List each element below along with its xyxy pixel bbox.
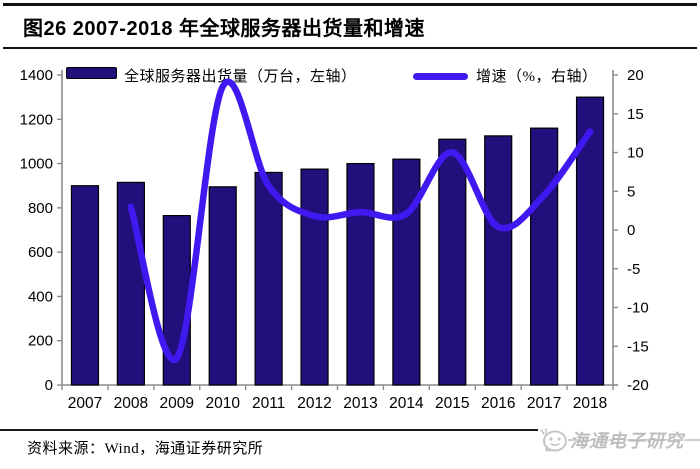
y-axis-left-tick-label: 600: [28, 244, 53, 261]
bar-2014: [392, 158, 421, 386]
y-axis-right-tick-label: -10: [627, 300, 649, 317]
legend-bar-swatch: [66, 67, 117, 79]
title-separator-rule: [3, 47, 697, 49]
bar-2007: [70, 185, 100, 386]
x-axis-category-label: 2012: [297, 395, 331, 412]
y-axis-right-tick-label: 20: [627, 67, 644, 84]
x-axis-category-label: 2013: [343, 395, 377, 412]
growth-rate-line: [127, 78, 594, 364]
bar-2015: [438, 138, 467, 386]
x-axis-category-label: 2017: [527, 395, 561, 412]
x-axis-category-label: 2018: [573, 395, 607, 412]
bar-2013: [346, 162, 375, 386]
y-axis-left-tick-label: 200: [28, 333, 53, 350]
legend-bar-label: 全球服务器出货量（万台，左轴）: [124, 69, 357, 85]
y-axis-right-tick-label: -15: [627, 338, 649, 355]
watermark-text: 海通电子研究: [570, 431, 684, 451]
bar-2017: [530, 127, 559, 386]
y-axis-left-tick-label: 0: [45, 377, 53, 394]
x-axis-category-label: 2011: [252, 395, 285, 412]
source-note: 资料来源：Wind，海通证券研究所: [27, 441, 264, 457]
x-axis-category-label: 2015: [435, 395, 469, 412]
x-axis-category-label: 2014: [389, 395, 424, 412]
top-border-rule: [3, 3, 697, 6]
x-axis-category-label: 2007: [68, 395, 102, 412]
x-axis-category-label: 2009: [160, 395, 194, 412]
y-axis-left-tick-label: 400: [28, 288, 53, 305]
bar-2016: [484, 135, 513, 386]
bar-2011: [254, 171, 283, 386]
bar-2010: [208, 186, 237, 386]
x-axis-category-label: 2016: [481, 395, 515, 412]
y-axis-right-tick-label: 0: [627, 222, 635, 239]
watermark: 海通电子研究: [538, 423, 700, 457]
y-axis-left-tick-label: 1000: [20, 156, 53, 173]
y-axis-right-tick-label: -5: [627, 261, 640, 278]
y-axis-left-tick-label: 800: [28, 200, 53, 217]
y-axis-right-tick-label: -20: [627, 377, 649, 394]
y-axis-right-tick-label: 5: [627, 183, 635, 200]
y-axis-right-tick-label: 15: [627, 106, 644, 123]
footer-separator-rule: [0, 429, 700, 431]
haitong-speech-bubble-logo-icon: [540, 428, 567, 452]
x-axis-category-label: 2010: [205, 395, 240, 412]
y-axis-left-tick-label: 1200: [20, 111, 53, 128]
y-axis-left-tick-label: 1400: [20, 67, 53, 84]
legend-line-label: 增速（%，右轴）: [476, 69, 598, 85]
y-axis-right-tick-label: 10: [627, 145, 644, 162]
bar-2012: [300, 168, 329, 386]
x-axis-category-label: 2008: [114, 395, 148, 412]
legend-line-swatch: [413, 73, 468, 80]
figure-title: 图26 2007-2018 年全球服务器出货量和增速: [23, 18, 426, 40]
watermark-strike-line: [568, 439, 700, 441]
